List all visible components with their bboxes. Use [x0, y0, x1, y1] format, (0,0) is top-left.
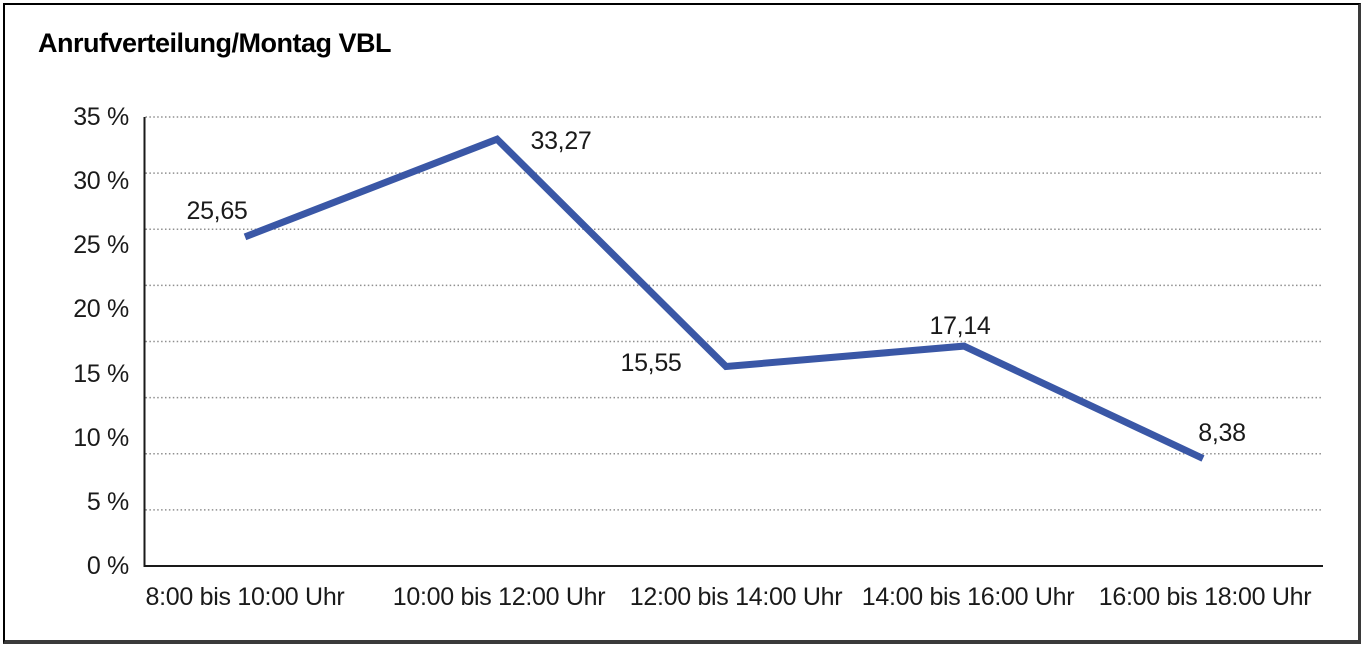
data-point-value-label: 15,55 [620, 349, 682, 377]
x-axis-category-label: 14:00 bis 16:00 Uhr [861, 583, 1075, 611]
x-axis-category-label: 10:00 bis 12:00 Uhr [392, 583, 606, 611]
y-axis-tick-label: 5 % [86, 488, 129, 516]
data-point-value-label: 33,27 [530, 127, 592, 155]
y-axis-tick-label: 25 % [73, 231, 129, 259]
y-axis-tick-label: 35 % [73, 103, 129, 131]
x-axis-category-label: 12:00 bis 14:00 Uhr [629, 583, 843, 611]
chart-title: Anrufverteilung/Montag VBL [38, 28, 392, 58]
x-axis-category-label: 8:00 bis 10:00 Uhr [145, 583, 345, 611]
y-axis-tick-label: 15 % [73, 360, 129, 388]
y-axis-tick-label: 30 % [73, 167, 129, 195]
data-series-line [243, 135, 1205, 462]
data-point-value-label: 17,14 [929, 312, 991, 340]
data-point-value-label: 25,65 [186, 197, 248, 225]
y-axis-tick-label: 10 % [73, 424, 129, 452]
data-point-value-label: 8,38 [1198, 419, 1246, 447]
x-axis-category-label: 16:00 bis 18:00 Uhr [1098, 583, 1312, 611]
y-axis-tick-label: 20 % [73, 295, 129, 323]
y-axis-tick-label: 0 % [86, 552, 129, 580]
